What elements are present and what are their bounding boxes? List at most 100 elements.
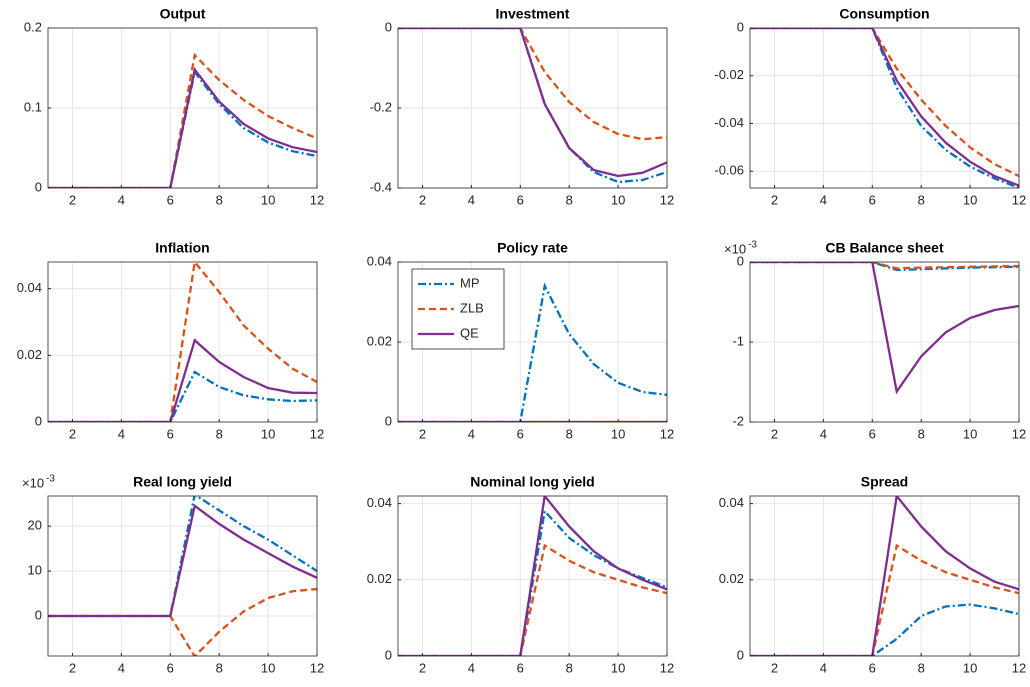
x-tick-label: 12 [660,660,674,675]
y-tick-label: -0.02 [714,67,744,82]
series-line [48,66,317,188]
panel-title: Inflation [155,240,209,256]
series-line [750,496,1019,656]
y-tick-label: 0.2 [24,19,42,34]
x-tick-label: 2 [771,192,778,207]
x-tick-label: 4 [820,426,827,441]
x-tick-label: 8 [918,660,925,675]
x-tick-label: 12 [660,192,674,207]
x-tick-label: 2 [419,426,426,441]
x-tick-label: 4 [820,660,827,675]
y-tick-label: 0.02 [367,333,392,348]
x-tick-label: 2 [69,426,76,441]
legend-label: MP [460,275,480,290]
series-line [750,262,1019,395]
x-tick-label: 2 [69,192,76,207]
x-tick-label: 4 [118,192,125,207]
panel-title: Output [160,6,206,22]
y-tick-label: 0 [737,19,744,34]
x-tick-label: 4 [468,192,475,207]
series-line [398,508,667,656]
panel: 2 4 6 8 10 12 -0.4 -0.2 0 Investment [370,6,675,208]
panel-title: Spread [861,474,908,490]
series-line [398,282,667,422]
series-line [398,543,667,656]
panel-title: Policy rate [497,240,568,256]
x-tick-label: 4 [118,660,125,675]
legend-box [411,268,505,350]
panel-title: CB Balance sheet [825,240,944,256]
panel-title: Investment [496,6,570,22]
series-line [750,543,1019,656]
y-tick-label: 0.1 [24,99,42,114]
series-line [750,262,1019,270]
x-tick-label: 10 [611,192,625,207]
x-tick-label: 6 [167,426,174,441]
y-exponent-power: -3 [46,474,55,485]
y-tick-label: 0.04 [17,280,42,295]
x-tick-label: 4 [820,192,827,207]
y-tick-label: 0 [737,253,744,268]
x-tick-label: 10 [261,660,275,675]
x-tick-label: 10 [963,192,977,207]
panel-title: Consumption [839,6,929,22]
panel: 2 4 6 8 10 12 -0.06 -0.04 -0.02 0 Consumption [714,6,1026,208]
y-tick-label: 0 [385,413,392,428]
y-tick-label: 0 [737,647,744,662]
x-tick-label: 6 [167,660,174,675]
x-tick-label: 2 [419,660,426,675]
x-tick-label: 12 [1012,426,1026,441]
y-tick-label: 0.04 [367,253,392,268]
x-tick-label: 10 [611,426,625,441]
series-line [750,28,1019,188]
x-tick-label: 10 [261,192,275,207]
x-tick-label: 4 [118,426,125,441]
y-tick-label: 0.04 [367,495,392,510]
y-tick-label: -0.2 [370,99,392,114]
x-tick-label: 8 [566,426,573,441]
y-exponent-base: ×10 [724,241,746,256]
panel: 2 4 6 8 10 12 0 0.02 0.04 Spread [719,474,1027,676]
y-tick-label: -0.04 [714,115,744,130]
panel-title: Nominal long yield [470,474,594,490]
series-line [48,262,317,422]
x-tick-label: 8 [918,192,925,207]
series-line [48,338,317,422]
panel: 2 4 6 8 10 12 0 10 20 Real long yield ×10 -3 [22,474,324,676]
series-line [48,52,317,188]
x-tick-label: 6 [517,660,524,675]
legend-label: QE [460,325,479,340]
panel: 2 4 6 8 10 12 -2 -1 0 CB Balance sheet ×10 -3 [724,240,1026,442]
y-tick-label: 10 [28,562,42,577]
y-tick-label: -1 [732,333,744,348]
axes-box [749,495,1020,657]
x-tick-label: 8 [216,426,223,441]
y-tick-label: 0 [385,19,392,34]
x-tick-label: 10 [963,426,977,441]
panel: 2 4 6 8 10 12 0 0.02 0.04 Nominal long yield [367,474,675,676]
x-tick-label: 8 [566,660,573,675]
series-line [398,28,667,141]
x-tick-label: 6 [869,192,876,207]
y-tick-label: -0.4 [370,179,392,194]
x-tick-label: 12 [1012,192,1026,207]
series-line [750,28,1019,178]
y-tick-label: 0.02 [17,347,42,362]
x-tick-label: 6 [869,426,876,441]
y-exponent-power: -3 [748,240,757,251]
x-tick-label: 8 [216,660,223,675]
series-line [48,370,317,422]
x-tick-label: 6 [517,192,524,207]
series-line [398,28,667,178]
y-tick-label: 0 [35,413,42,428]
series-line [750,28,1019,187]
x-tick-label: 2 [771,660,778,675]
x-tick-label: 10 [963,660,977,675]
series-line [398,496,667,656]
axes-box [749,27,1020,189]
x-tick-label: 4 [468,660,475,675]
plot-area [48,496,317,656]
y-tick-label: 0 [35,607,42,622]
x-tick-label: 8 [918,426,925,441]
